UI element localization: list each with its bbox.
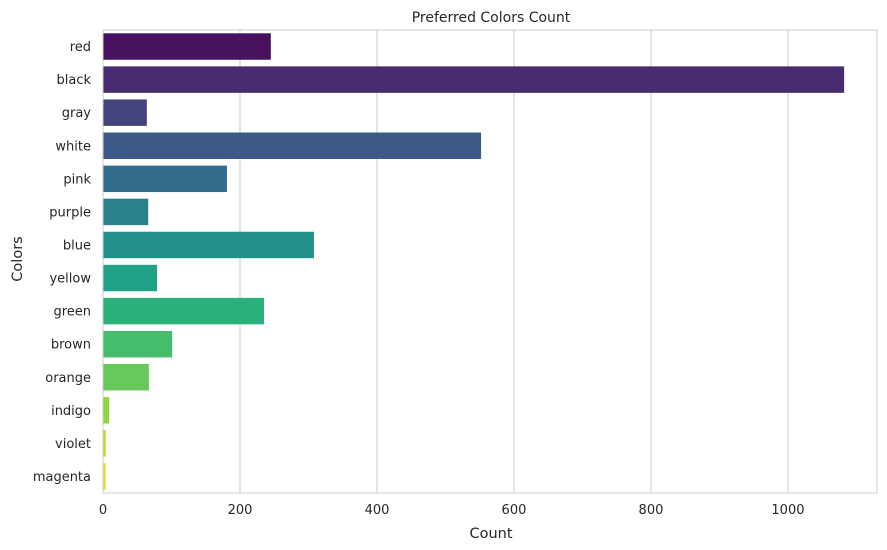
x-tick-labels: 0 200 400 600 800 1000	[99, 503, 805, 518]
y-axis-label: Colors	[10, 236, 26, 281]
bar-green	[103, 297, 264, 325]
y-tick-label: violet	[55, 437, 91, 452]
bar-pink	[103, 165, 227, 193]
x-tick-label: 0	[99, 503, 107, 518]
plot-frame	[102, 29, 878, 494]
bar-yellow	[103, 264, 158, 292]
bar-purple	[103, 198, 149, 226]
bar-brown	[103, 330, 173, 358]
bar-blue	[103, 231, 314, 259]
chart-title: Preferred Colors Count	[412, 10, 571, 26]
bar-indigo	[103, 397, 110, 424]
y-tick-label: brown	[51, 338, 91, 353]
y-tick-label: black	[56, 73, 91, 88]
x-tick-label: 400	[365, 503, 390, 518]
x-tick-label: 600	[502, 503, 527, 518]
x-axis-label: Count	[469, 526, 512, 542]
y-tick-label: gray	[62, 106, 92, 121]
y-tick-label: red	[70, 40, 91, 55]
y-tick-label: green	[53, 305, 91, 320]
bar-magenta	[103, 463, 106, 490]
gridlines	[102, 30, 789, 493]
x-tick-label: 800	[639, 503, 664, 518]
y-tick-label: purple	[49, 205, 91, 220]
x-tick-label: 1000	[771, 503, 804, 518]
bar-white	[103, 132, 482, 159]
bar-black	[103, 66, 845, 93]
bar-gray	[103, 99, 147, 126]
y-tick-labels: red black gray white pink purple blue yellow gre…	[33, 40, 92, 485]
x-tick-label: 200	[228, 503, 253, 518]
y-tick-label: blue	[63, 238, 91, 253]
y-tick-label: pink	[63, 172, 91, 187]
y-tick-label: white	[55, 139, 91, 154]
y-tick-label: magenta	[33, 470, 91, 485]
bar-orange	[103, 364, 149, 391]
y-tick-label: yellow	[49, 272, 91, 287]
y-tick-label: orange	[45, 371, 91, 386]
bar-violet	[103, 430, 106, 457]
bars	[103, 33, 845, 490]
bar-red	[103, 33, 271, 60]
y-tick-label: indigo	[51, 404, 91, 419]
